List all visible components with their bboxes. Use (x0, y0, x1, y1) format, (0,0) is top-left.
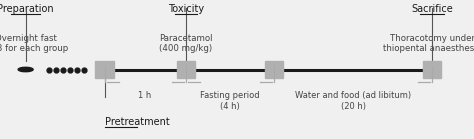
Text: Pretreatment: Pretreatment (105, 117, 169, 127)
Bar (423, 61, 441, 78)
Text: Paracetamol
(400 mg/kg): Paracetamol (400 mg/kg) (159, 34, 213, 54)
Bar (95, 61, 114, 78)
Text: Toxicity: Toxicity (168, 4, 204, 14)
Text: Water and food (ad libitum)
(20 h): Water and food (ad libitum) (20 h) (295, 91, 411, 111)
Text: Thoracotomy under
thiopental anaesthesia: Thoracotomy under thiopental anaesthesia (383, 34, 474, 54)
Text: 1 h: 1 h (138, 91, 152, 100)
Bar (265, 61, 283, 78)
Circle shape (18, 67, 33, 72)
Text: Preparation: Preparation (0, 4, 54, 14)
Bar (177, 61, 195, 78)
Text: Sacrifice: Sacrifice (411, 4, 453, 14)
Text: Fasting period
(4 h): Fasting period (4 h) (200, 91, 260, 111)
Text: Overnight fast
n=8 for each group: Overnight fast n=8 for each group (0, 34, 68, 54)
